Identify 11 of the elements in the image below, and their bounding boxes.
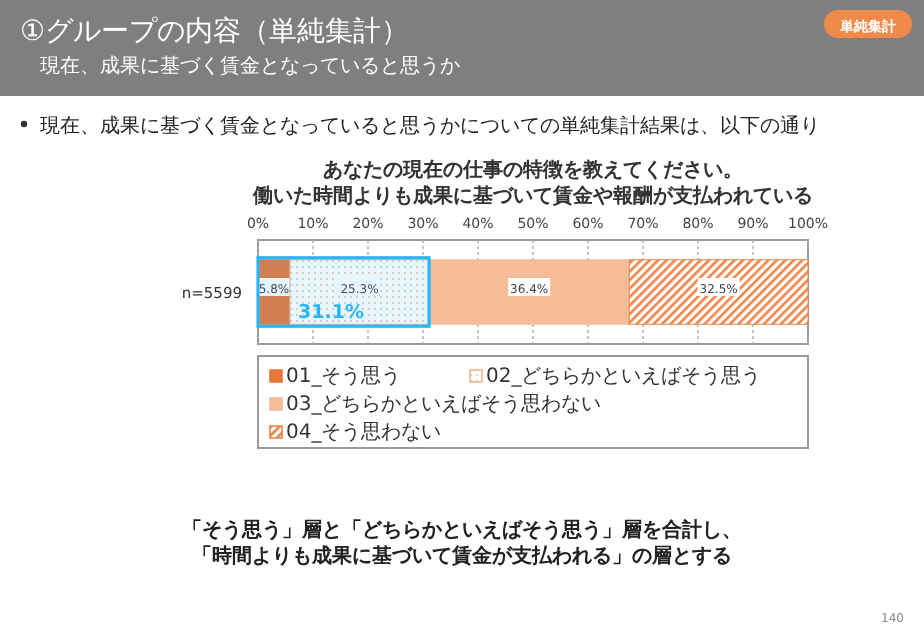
chart-title: あなたの現在の仕事の特徴を教えてください。 — [323, 160, 743, 182]
annotation: 「そう思う」層と「どちらかといえばそう思う」層を合計し、「時間よりも成果に基づいて賃金が支払われる」の層とする — [182, 520, 742, 568]
legend-label: 02_どちらかといえばそう思う — [486, 366, 762, 388]
chart-title: 働いた時間よりも成果に基づいて賃金や報酬が支払われている — [253, 186, 813, 208]
annotation: ①グループの内容（単純集計） — [20, 16, 410, 48]
annotation: 現在、成果に基づく賃金となっていると思うか — [40, 56, 460, 78]
annotation: 現在、成果に基づく賃金となっていると思うかについての単純集計結果は、以下の通り — [40, 116, 820, 138]
legend-label: 04_そう思わない — [286, 422, 442, 444]
legend-label: 01_そう思う — [286, 366, 402, 388]
band-label: 31.1% — [298, 302, 364, 325]
legend-label: 03_どちらかといえばそう思わない — [286, 394, 602, 416]
